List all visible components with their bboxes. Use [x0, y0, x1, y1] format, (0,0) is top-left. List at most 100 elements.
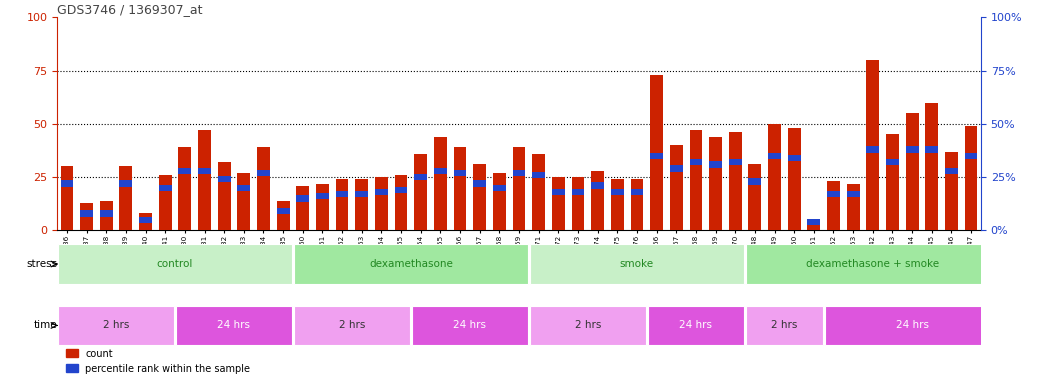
Text: 24 hrs: 24 hrs [896, 320, 929, 331]
Bar [238, 185, 250, 191]
Text: GDS3746 / 1369307_at: GDS3746 / 1369307_at [57, 3, 202, 16]
Bar [119, 180, 132, 187]
Bar [670, 166, 683, 172]
Bar [316, 184, 329, 230]
Bar [238, 173, 250, 230]
Text: dexamethasone: dexamethasone [368, 259, 453, 269]
Bar [611, 179, 624, 230]
Bar [689, 130, 703, 230]
Bar [394, 187, 408, 193]
Bar [218, 176, 230, 182]
Bar [906, 113, 919, 230]
Bar [316, 193, 329, 200]
Bar [179, 147, 191, 230]
Bar [159, 185, 171, 191]
Bar [572, 189, 584, 195]
Bar [945, 167, 958, 174]
Bar [159, 175, 171, 230]
Bar [529, 306, 646, 345]
Bar [218, 162, 230, 230]
Bar [529, 244, 744, 284]
Bar [434, 167, 446, 174]
Bar [729, 132, 741, 230]
Bar [58, 244, 292, 284]
Bar [592, 182, 604, 189]
Bar [493, 173, 506, 230]
Text: control: control [157, 259, 193, 269]
Bar [867, 146, 879, 152]
Legend: count, percentile rank within the sample: count, percentile rank within the sample [62, 345, 254, 377]
Text: 2 hrs: 2 hrs [575, 320, 601, 331]
Bar [964, 152, 978, 159]
Bar [611, 189, 624, 195]
Bar [630, 189, 644, 195]
Text: smoke: smoke [620, 259, 654, 269]
Bar [198, 167, 211, 174]
Bar [257, 147, 270, 230]
Bar [80, 210, 93, 217]
Bar [355, 191, 368, 197]
Bar [847, 191, 859, 197]
Bar [179, 167, 191, 174]
Bar [355, 179, 368, 230]
Bar [139, 214, 152, 230]
Bar [176, 306, 292, 345]
Bar [412, 306, 528, 345]
Bar [294, 306, 410, 345]
Bar [768, 124, 781, 230]
Bar [257, 170, 270, 176]
Bar [60, 167, 74, 230]
Bar [926, 103, 938, 230]
Bar [375, 189, 388, 195]
Bar [648, 306, 744, 345]
Bar [80, 203, 93, 230]
Bar [827, 191, 840, 197]
Bar [277, 208, 290, 214]
Bar [454, 147, 466, 230]
Bar [473, 180, 486, 187]
Bar [552, 189, 565, 195]
Bar [58, 306, 174, 345]
Bar [709, 161, 722, 167]
Bar [827, 181, 840, 230]
Bar [572, 177, 584, 230]
Bar [532, 172, 545, 178]
Bar [414, 174, 427, 180]
Bar [335, 179, 349, 230]
Bar [297, 195, 309, 202]
Bar [788, 128, 800, 230]
Text: 2 hrs: 2 hrs [771, 320, 797, 331]
Text: dexamethasone + smoke: dexamethasone + smoke [807, 259, 939, 269]
Bar [808, 220, 820, 230]
Bar [670, 145, 683, 230]
Bar [748, 178, 761, 185]
Bar [788, 155, 800, 161]
Bar [60, 180, 74, 187]
Bar [650, 75, 663, 230]
Bar [886, 159, 899, 166]
Bar [552, 177, 565, 230]
Bar [808, 218, 820, 225]
Bar [513, 170, 525, 176]
Bar [689, 159, 703, 166]
Bar [867, 60, 879, 230]
Bar [748, 164, 761, 230]
Bar [297, 185, 309, 230]
Bar [709, 137, 722, 230]
Bar [294, 244, 528, 284]
Bar [746, 244, 1000, 284]
Bar [532, 154, 545, 230]
Bar [513, 147, 525, 230]
Text: 24 hrs: 24 hrs [454, 320, 487, 331]
Bar [335, 191, 349, 197]
Bar [198, 130, 211, 230]
Bar [964, 126, 978, 230]
Bar [139, 217, 152, 223]
Bar [847, 184, 859, 230]
Text: 24 hrs: 24 hrs [680, 320, 712, 331]
Bar [824, 306, 1000, 345]
Text: time: time [33, 320, 57, 331]
Bar [886, 134, 899, 230]
Text: 2 hrs: 2 hrs [103, 320, 130, 331]
Bar [926, 146, 938, 152]
